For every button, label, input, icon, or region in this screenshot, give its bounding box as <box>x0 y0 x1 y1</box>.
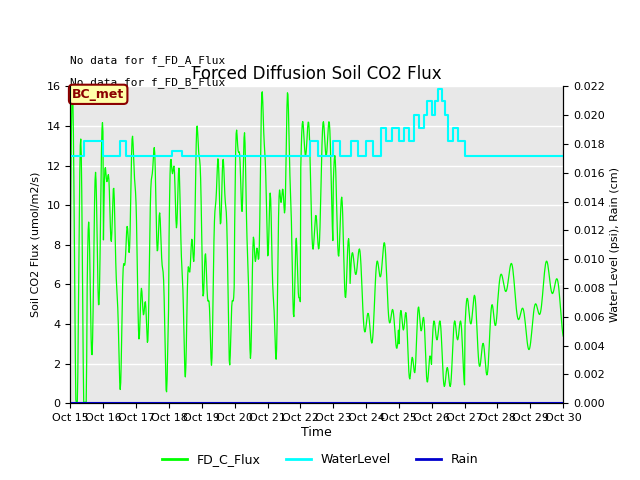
Title: Forced Diffusion Soil CO2 Flux: Forced Diffusion Soil CO2 Flux <box>192 65 442 84</box>
X-axis label: Time: Time <box>301 426 332 439</box>
Y-axis label: Soil CO2 Flux (umol/m2/s): Soil CO2 Flux (umol/m2/s) <box>31 172 41 317</box>
Text: BC_met: BC_met <box>72 88 124 101</box>
Text: No data for f_FD_B_Flux: No data for f_FD_B_Flux <box>70 77 226 88</box>
Text: No data for f_FD_A_Flux: No data for f_FD_A_Flux <box>70 55 226 66</box>
Legend: FD_C_Flux, WaterLevel, Rain: FD_C_Flux, WaterLevel, Rain <box>157 448 483 471</box>
Y-axis label: Water Level (psi), Rain (cm): Water Level (psi), Rain (cm) <box>611 168 620 322</box>
